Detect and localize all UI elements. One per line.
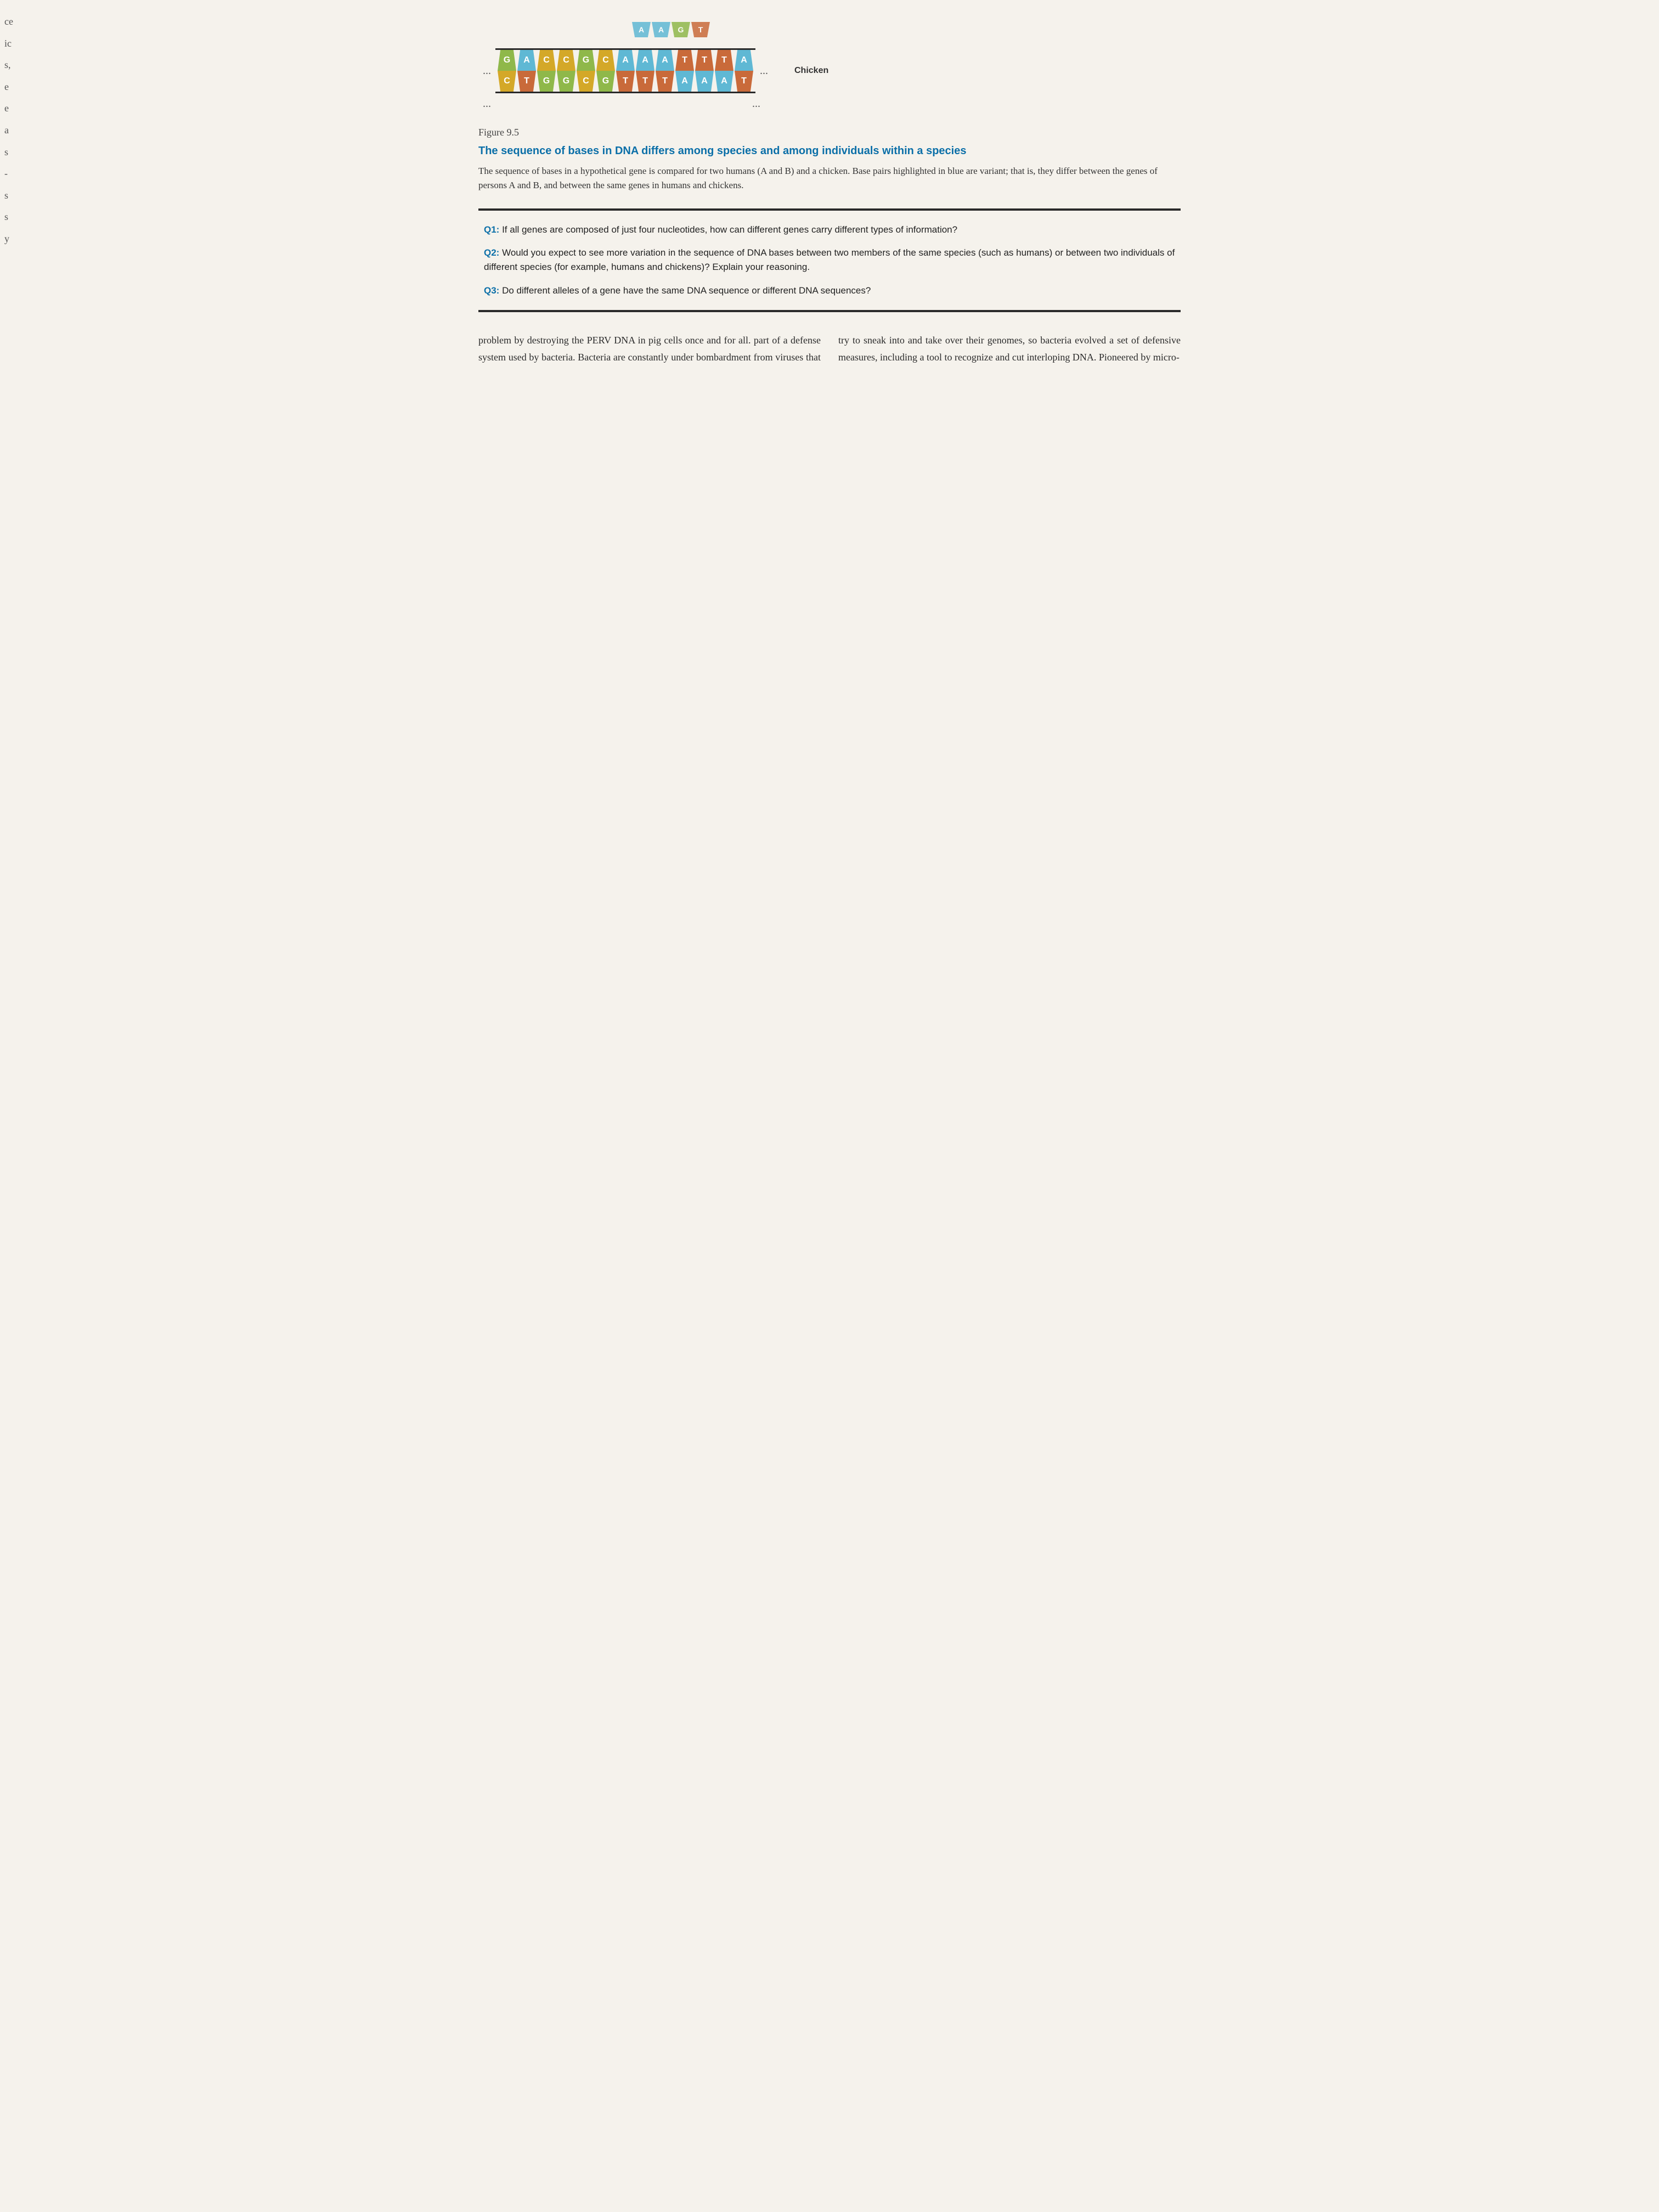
- figure-caption: The sequence of bases in a hypothetical …: [478, 164, 1181, 193]
- base-T: T: [691, 22, 710, 37]
- q3-label: Q3:: [484, 285, 499, 296]
- base-G: G: [537, 71, 556, 92]
- base-C: C: [596, 50, 615, 71]
- q3-text: Do different alleles of a gene have the …: [502, 285, 871, 296]
- base-A: A: [517, 50, 536, 71]
- base-A: A: [636, 50, 654, 71]
- top-strand: GACCGCAAATTTA: [495, 50, 755, 71]
- base-A: A: [616, 50, 635, 71]
- ellipsis-left-top: ...: [478, 65, 495, 77]
- figure-title: The sequence of bases in DNA differs amo…: [478, 144, 1181, 159]
- base-T: T: [616, 71, 635, 92]
- backbone-bottom: [495, 92, 755, 93]
- question-3: Q3: Do different alleles of a gene have …: [484, 284, 1175, 298]
- dna-double-strand: GACCGCAAATTTA CTGGCGTTTAAAT: [495, 48, 755, 93]
- base-C: C: [498, 71, 516, 92]
- base-G: G: [577, 50, 595, 71]
- q2-label: Q2:: [484, 247, 499, 258]
- base-G: G: [498, 50, 516, 71]
- question-box: Q1: If all genes are composed of just fo…: [478, 208, 1181, 312]
- base-A: A: [735, 50, 753, 71]
- dna-sequence-diagram: ... GACCGCAAATTTA CTGGCGTTTAAAT ... Chic…: [478, 48, 1181, 110]
- base-T: T: [656, 71, 674, 92]
- dna-cutoff-previous-row: AAGT: [632, 22, 1181, 37]
- figure-number: Figure 9.5: [478, 127, 1181, 138]
- base-T: T: [636, 71, 654, 92]
- base-C: C: [557, 50, 575, 71]
- base-T: T: [735, 71, 753, 92]
- body-left: problem by destroying the PERV DNA in pi…: [478, 335, 751, 346]
- base-A: A: [695, 71, 714, 92]
- q2-text: Would you expect to see more variation i…: [484, 247, 1175, 272]
- base-G: G: [672, 22, 690, 37]
- q1-text: If all genes are composed of just four n…: [502, 224, 957, 235]
- backbone-top: [495, 48, 755, 50]
- ellipsis-right-bot: ...: [748, 98, 765, 110]
- base-G: G: [596, 71, 615, 92]
- base-A: A: [632, 22, 651, 37]
- base-T: T: [695, 50, 714, 71]
- body-paragraph-columns: problem by destroying the PERV DNA in pi…: [478, 332, 1181, 365]
- base-A: A: [652, 22, 670, 37]
- question-1: Q1: If all genes are composed of just fo…: [484, 223, 1175, 237]
- base-T: T: [517, 71, 536, 92]
- base-T: T: [675, 50, 694, 71]
- base-A: A: [675, 71, 694, 92]
- q1-label: Q1:: [484, 224, 499, 235]
- base-G: G: [557, 71, 575, 92]
- base-C: C: [537, 50, 556, 71]
- ellipsis-left-bot: ...: [478, 98, 495, 110]
- base-C: C: [577, 71, 595, 92]
- base-T: T: [715, 50, 733, 71]
- ellipsis-right-top: ...: [755, 65, 772, 77]
- base-A: A: [715, 71, 733, 92]
- species-label-chicken: Chicken: [794, 66, 828, 76]
- question-2: Q2: Would you expect to see more variati…: [484, 246, 1175, 275]
- page-edge-text-fragments: ceics,eeas-ssy: [4, 11, 13, 250]
- base-A: A: [656, 50, 674, 71]
- bottom-strand: CTGGCGTTTAAAT: [495, 71, 755, 92]
